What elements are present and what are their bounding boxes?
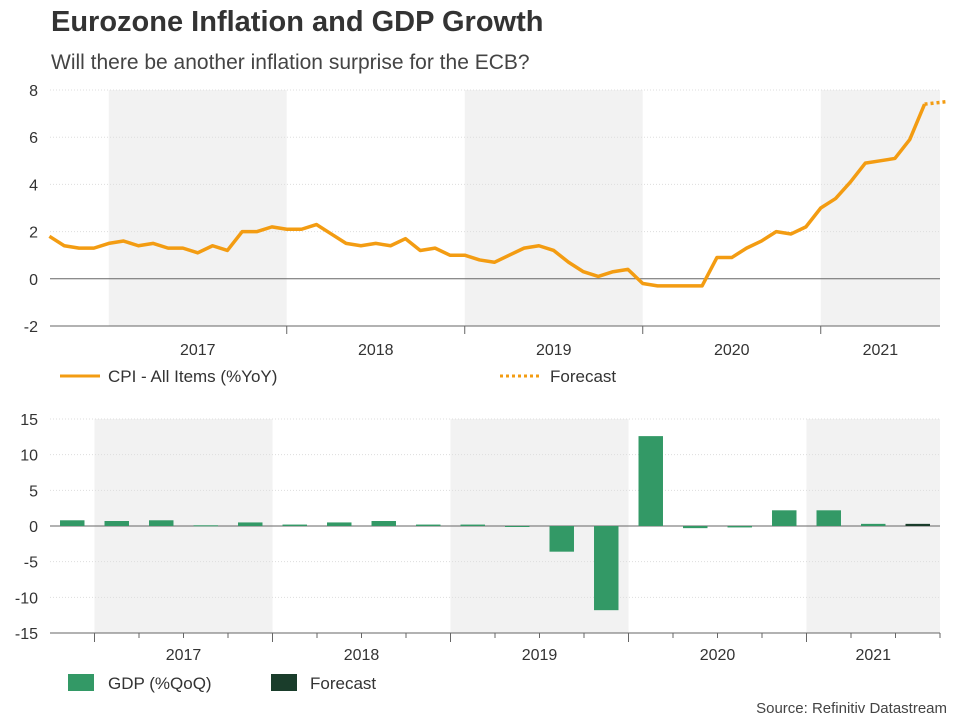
gdp-bar <box>60 520 85 526</box>
cpi-legend: CPI - All Items (%YoY) Forecast <box>60 367 616 386</box>
cpi-line <box>48 103 927 288</box>
y-tick-label: -2 <box>24 319 38 336</box>
gdp-legend-swatch <box>68 674 94 691</box>
gdp-bar <box>104 521 129 526</box>
gdp-bar <box>549 526 574 552</box>
cpi-chart: 8 6 4 2 0 -2 2017 2018 2019 2020 2021 CPI - All I… <box>24 83 946 386</box>
gdp-bar <box>193 525 218 527</box>
gdp-forecast-legend-swatch <box>271 674 297 691</box>
forecast-legend-label: Forecast <box>550 367 616 386</box>
gdp-bar <box>505 526 530 527</box>
y-tick-label: -5 <box>24 555 38 572</box>
y-tick-label: 0 <box>29 272 38 289</box>
gdp-forecast-legend-label: Forecast <box>310 674 376 693</box>
gdp-legend-label: GDP (%QoQ) <box>108 674 212 693</box>
year-shade <box>820 90 940 326</box>
y-tick-label: -10 <box>15 590 38 607</box>
gdp-legend: GDP (%QoQ) Forecast <box>68 674 376 693</box>
x-year-label: 2020 <box>714 342 750 359</box>
gdp-bar <box>638 436 663 526</box>
gdp-bar <box>371 521 396 526</box>
x-year-label: 2019 <box>536 342 572 359</box>
y-tick-label: 10 <box>20 448 38 465</box>
gdp-forecast-bar <box>905 523 930 526</box>
gdp-bar <box>816 510 841 526</box>
gdp-bar <box>238 522 263 526</box>
y-tick-label: 15 <box>20 412 38 429</box>
y-tick-label: 0 <box>29 519 38 536</box>
x-year-label: 2017 <box>180 342 216 359</box>
gdp-bar <box>594 526 619 611</box>
x-year-label: 2019 <box>522 647 558 664</box>
y-tick-label: 6 <box>29 130 38 147</box>
x-year-label: 2020 <box>700 647 736 664</box>
x-year-label: 2017 <box>166 647 202 664</box>
gdp-bar <box>460 524 485 526</box>
gdp-bar <box>772 510 797 526</box>
y-tick-label: 5 <box>29 483 38 500</box>
gdp-bar <box>861 523 886 526</box>
gdp-bar <box>282 524 307 526</box>
x-year-label: 2021 <box>855 647 891 664</box>
x-year-label: 2018 <box>358 342 394 359</box>
gdp-bar <box>149 520 174 526</box>
y-tick-label: 8 <box>29 83 38 100</box>
chart-subtitle: Will there be another inflation surprise… <box>51 51 530 74</box>
gdp-bar <box>416 524 441 526</box>
chart-title: Eurozone Inflation and GDP Growth <box>51 6 544 38</box>
x-year-label: 2021 <box>863 342 899 359</box>
y-tick-label: 2 <box>29 225 38 242</box>
y-tick-label: 4 <box>29 177 38 194</box>
year-shade <box>108 90 287 326</box>
x-year-label: 2018 <box>344 647 380 664</box>
gdp-bar <box>727 526 752 528</box>
gdp-bar <box>683 526 708 529</box>
gdp-chart: 15 10 5 0 -5 -10 -15 2017 2018 2019 2020 2021 GDP … <box>15 412 941 693</box>
y-tick-label: -15 <box>15 626 38 643</box>
gdp-bar <box>327 522 352 526</box>
source-note: Source: Refinitiv Datastream <box>756 700 947 717</box>
year-shade <box>464 90 643 326</box>
cpi-legend-label: CPI - All Items (%YoY) <box>108 367 277 386</box>
